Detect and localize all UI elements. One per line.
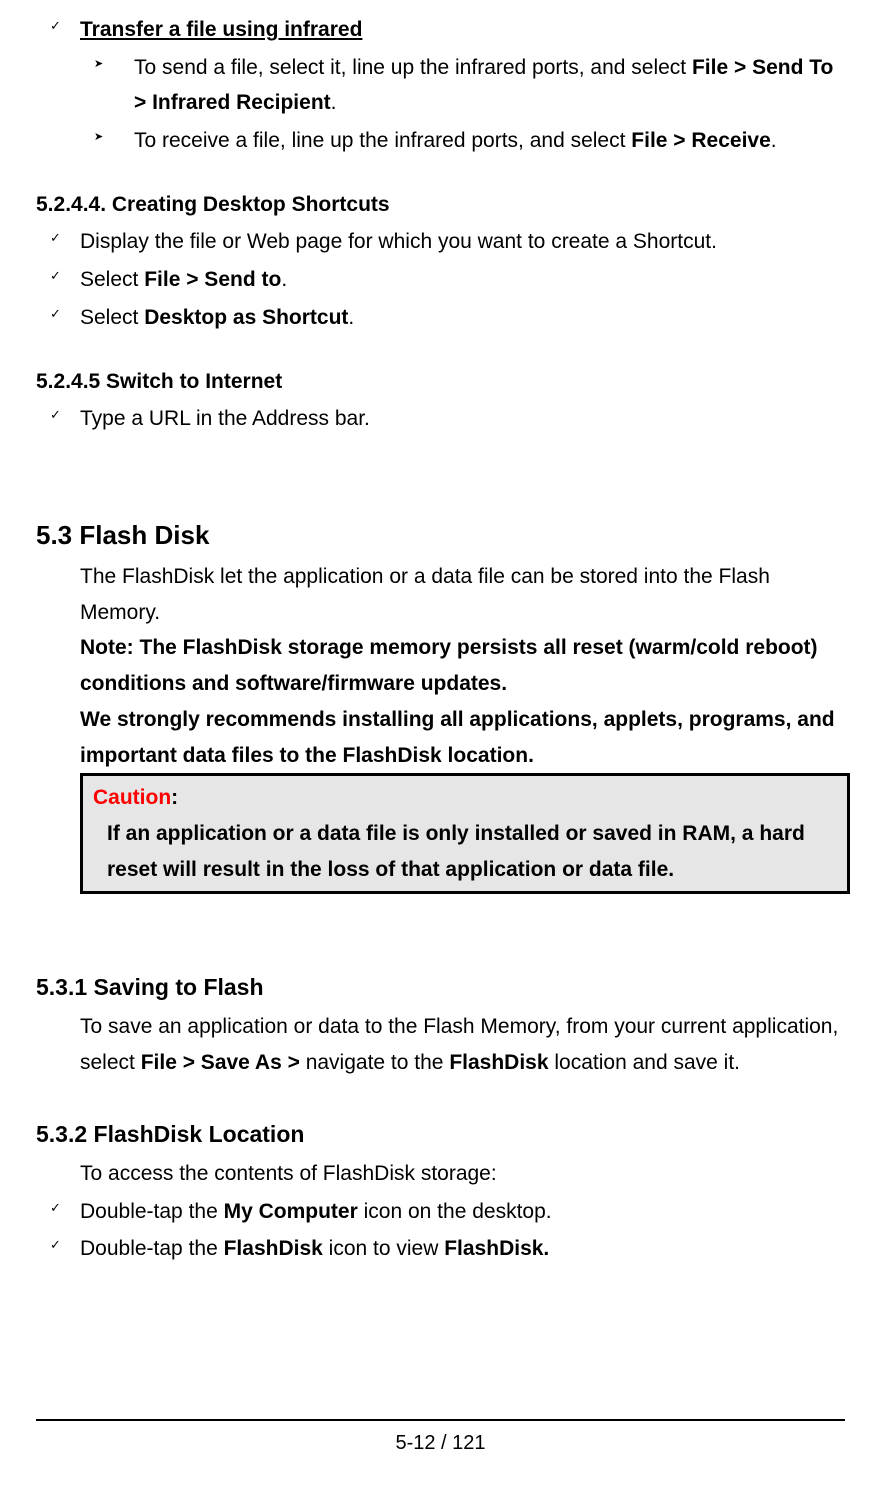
p-532: To access the contents of FlashDisk stor… — [36, 1156, 845, 1192]
top-sub-2-bold: File > Receive — [631, 129, 771, 152]
p-531-mid: navigate to the — [300, 1051, 449, 1074]
item-5245-1: Type a URL in the Address bar. — [80, 401, 845, 437]
p-531-bold2: FlashDisk — [449, 1051, 548, 1074]
top-heading: Transfer a file using infrared — [80, 18, 362, 41]
item-532-2-bold2: FlashDisk. — [444, 1237, 549, 1260]
top-sub-2: To receive a file, line up the infrared … — [134, 123, 845, 159]
heading-532: 5.3.2 FlashDisk Location — [36, 1115, 845, 1154]
p-531-bold1: File > Save As > — [141, 1051, 300, 1074]
item-5244-3-pre: Select — [80, 306, 144, 329]
item-5244-2-pre: Select — [80, 268, 144, 291]
item-532-1-pre: Double-tap the — [80, 1200, 224, 1223]
top-sublist: To send a file, select it, line up the i… — [80, 50, 845, 159]
item-532-1-post: icon on the desktop. — [358, 1200, 552, 1223]
item-5244-3-post: . — [348, 306, 354, 329]
p-531: To save an application or data to the Fl… — [36, 1009, 845, 1080]
p-53-1: The FlashDisk let the application or a d… — [80, 559, 845, 630]
block-53: The FlashDisk let the application or a d… — [36, 559, 845, 773]
item-532-1-bold: My Computer — [224, 1200, 358, 1223]
p-531-post: location and save it. — [549, 1051, 740, 1074]
list-532: Double-tap the My Computer icon on the d… — [36, 1194, 845, 1267]
caution-box: Caution: If an application or a data fil… — [80, 773, 850, 894]
top-sub-1-pre: To send a file, select it, line up the i… — [134, 56, 692, 79]
document-body: Transfer a file using infrared To send a… — [36, 12, 845, 1267]
page-number: 5-12 / 121 — [0, 1432, 881, 1455]
caution-colon: : — [171, 786, 178, 809]
recommend-53: We strongly recommends installing all ap… — [80, 702, 845, 773]
heading-5244: 5.2.4.4. Creating Desktop Shortcuts — [36, 187, 845, 223]
item-532-2-mid: icon to view — [323, 1237, 444, 1260]
caution-header: Caution: — [93, 780, 837, 816]
heading-5245: 5.2.4.5 Switch to Internet — [36, 364, 845, 400]
top-sub-2-post: . — [771, 129, 777, 152]
item-532-2: Double-tap the FlashDisk icon to view Fl… — [80, 1231, 845, 1267]
item-5244-2-post: . — [281, 268, 287, 291]
list-5245: Type a URL in the Address bar. — [36, 401, 845, 437]
caution-body: If an application or a data file is only… — [93, 816, 837, 887]
top-sub-2-pre: To receive a file, line up the infrared … — [134, 129, 631, 152]
caution-label: Caution — [93, 786, 171, 809]
list-5244: Display the file or Web page for which y… — [36, 224, 845, 335]
item-5244-3: Select Desktop as Shortcut. — [80, 300, 845, 336]
top-heading-item: Transfer a file using infrared To send a… — [80, 12, 845, 159]
item-532-1: Double-tap the My Computer icon on the d… — [80, 1194, 845, 1230]
item-5244-3-bold: Desktop as Shortcut — [144, 306, 348, 329]
item-5244-1: Display the file or Web page for which y… — [80, 224, 845, 260]
top-check-list: Transfer a file using infrared To send a… — [36, 12, 845, 159]
item-532-2-pre: Double-tap the — [80, 1237, 224, 1260]
item-532-2-bold1: FlashDisk — [224, 1237, 323, 1260]
heading-531: 5.3.1 Saving to Flash — [36, 968, 845, 1007]
heading-53: 5.3 Flash Disk — [36, 513, 845, 557]
footer-divider — [36, 1419, 845, 1421]
item-5244-2: Select File > Send to. — [80, 262, 845, 298]
item-5244-2-bold: File > Send to — [144, 268, 281, 291]
top-sub-1: To send a file, select it, line up the i… — [134, 50, 845, 121]
top-sub-1-post: . — [331, 91, 337, 114]
note-53: Note: The FlashDisk storage memory persi… — [80, 630, 845, 701]
